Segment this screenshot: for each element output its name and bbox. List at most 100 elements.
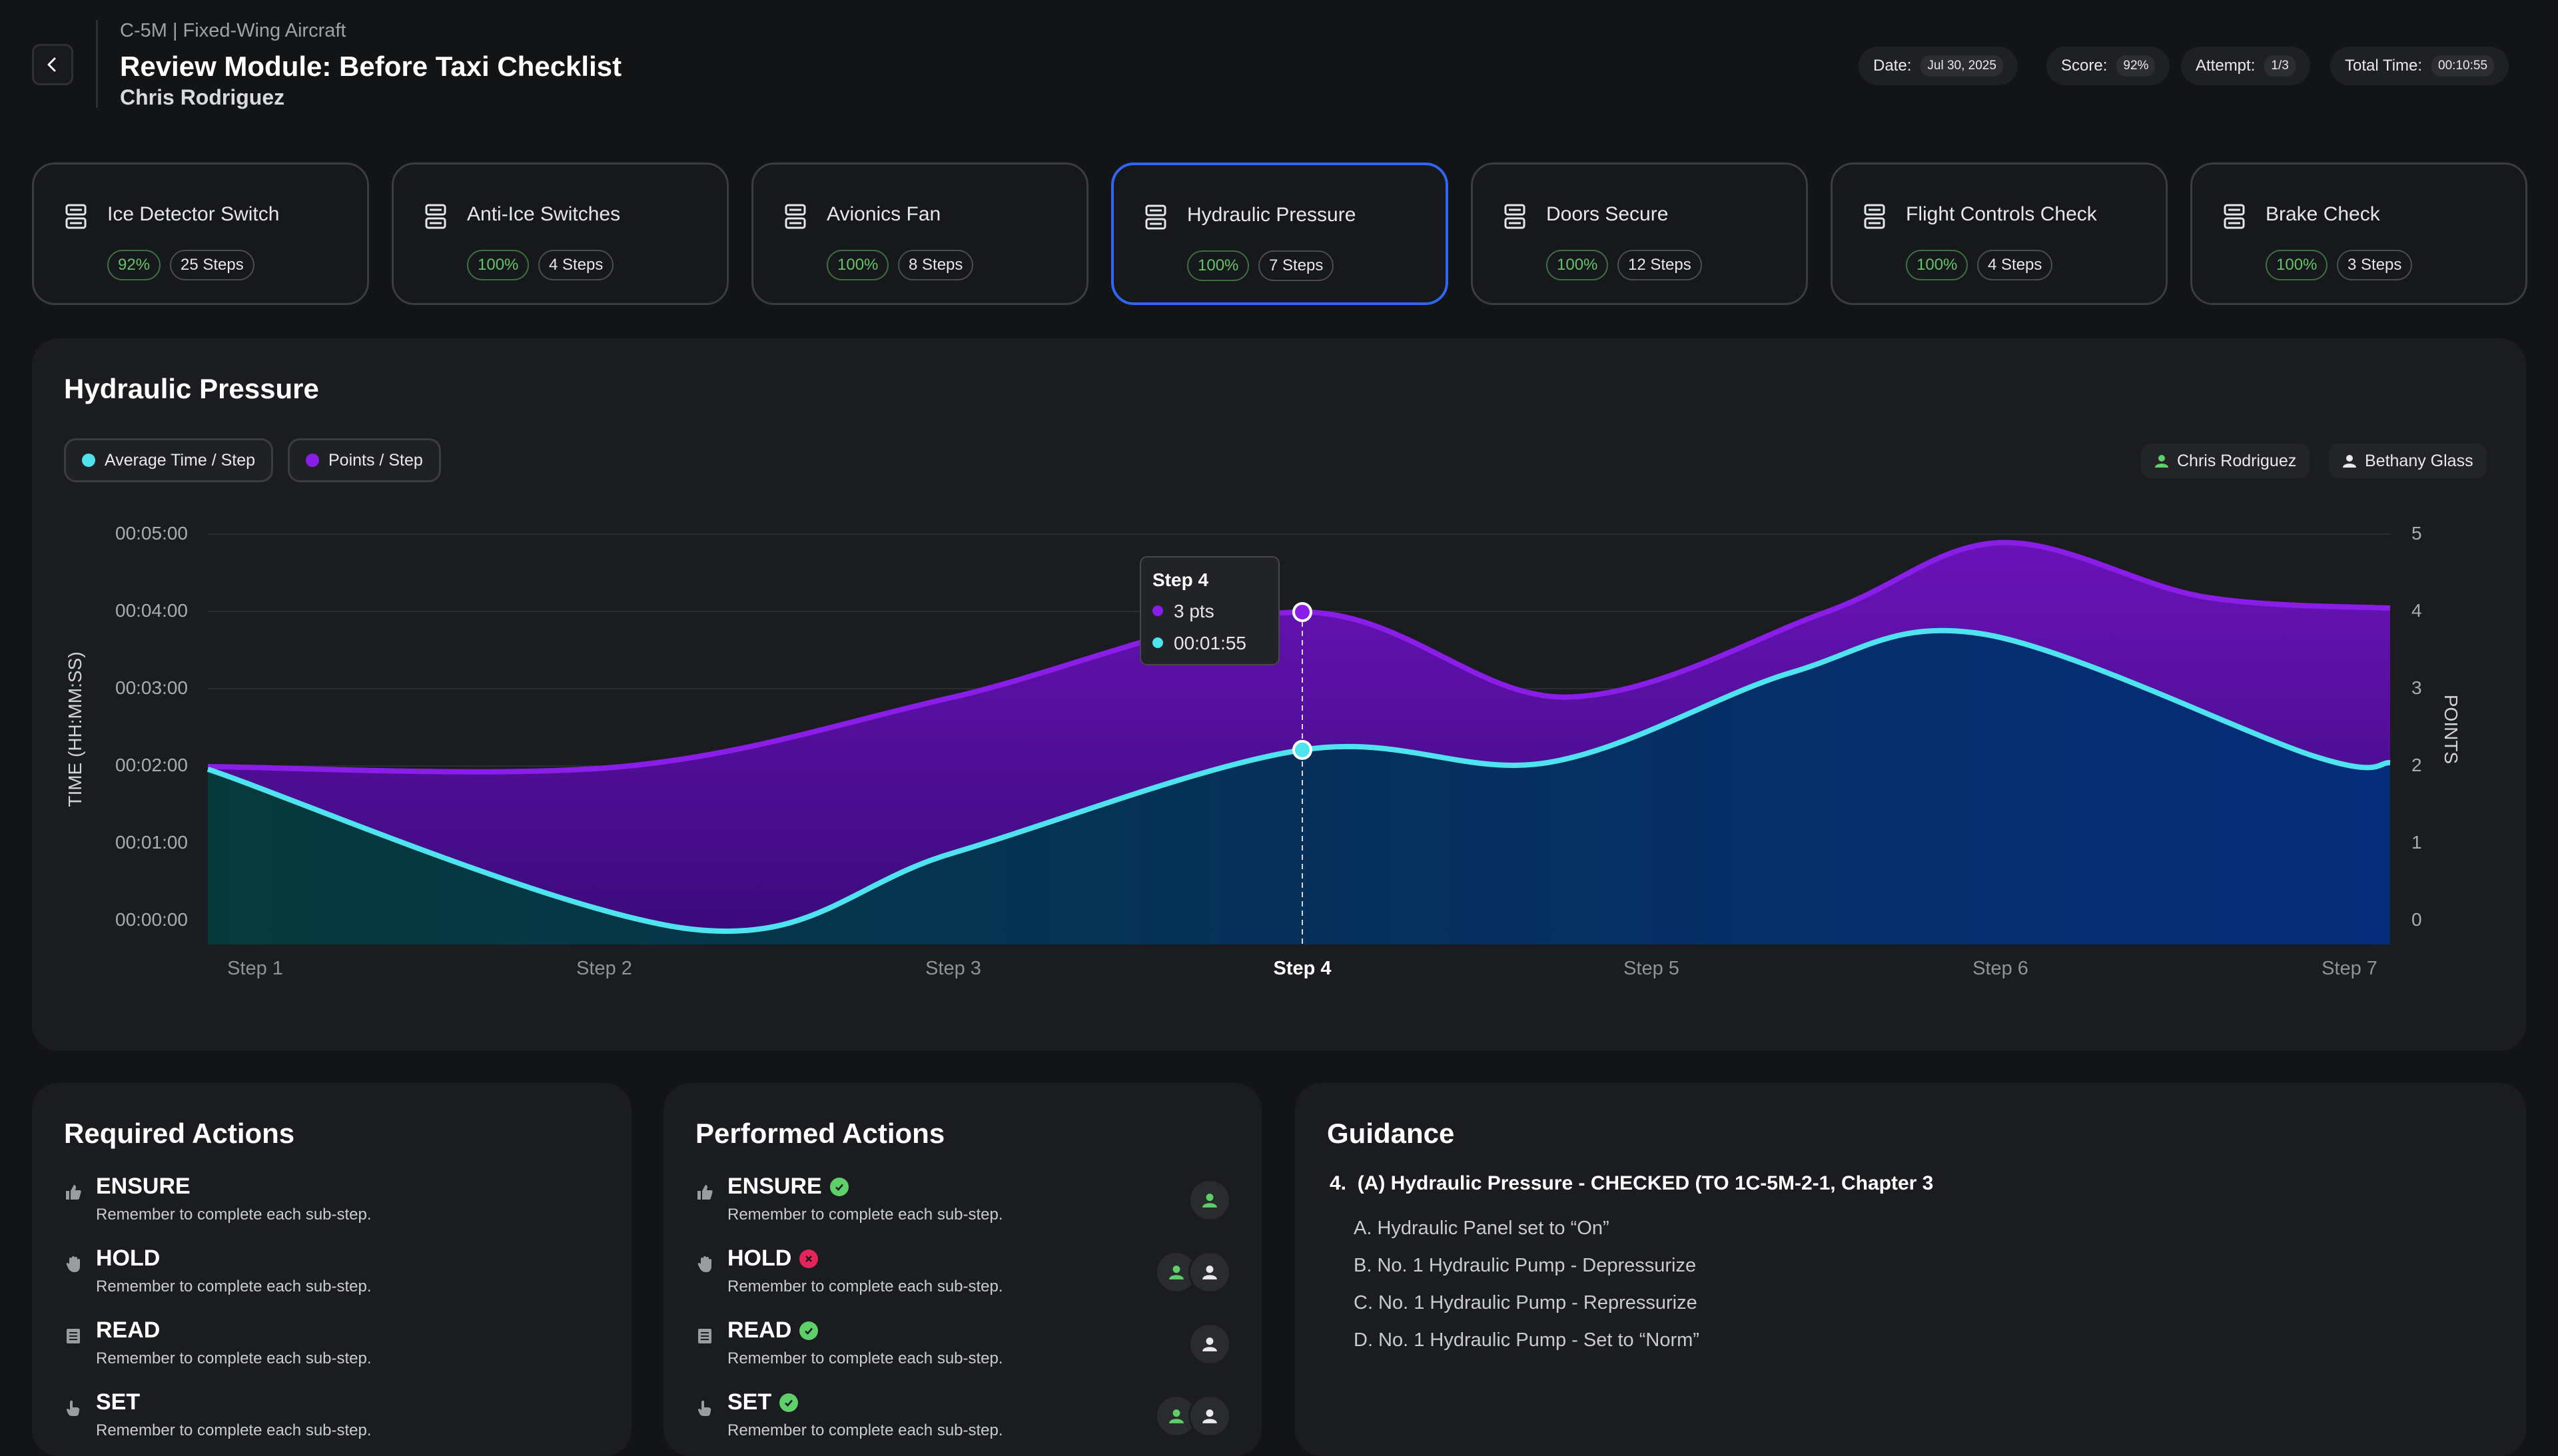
x-tick-label: Step 1 bbox=[227, 958, 283, 979]
check-icon bbox=[799, 1321, 819, 1340]
user-avatar-icon[interactable] bbox=[1155, 1395, 1198, 1437]
server-icon bbox=[2224, 204, 2245, 229]
server-icon bbox=[425, 204, 446, 229]
area-chart: 00:05:00 5 00:04:00 4 00:03:00 3 00:02:00 2 00:0… bbox=[65, 523, 2461, 979]
legend-dot bbox=[306, 454, 319, 467]
x-tick-label: Step 6 bbox=[1972, 958, 2028, 979]
tooltip-points: 3 pts bbox=[1174, 601, 1214, 621]
action-name-text: SET bbox=[96, 1389, 141, 1415]
performer-avatars bbox=[1188, 1323, 1231, 1365]
action-description: Remember to complete each sub-step. bbox=[96, 1277, 372, 1295]
module-icon bbox=[1503, 203, 1526, 233]
y-tick-left: 00:04:00 bbox=[115, 600, 188, 621]
x-tick-label: Step 7 bbox=[2322, 958, 2377, 979]
user-avatar-icon[interactable] bbox=[1188, 1323, 1231, 1365]
guidance-heading-text: (A) Hydraulic Pressure - CHECKED (TO 1C-… bbox=[1357, 1172, 1934, 1194]
required-action-ensure: ENSURE Remember to complete each sub-step… bbox=[64, 1174, 530, 1240]
module-percent-badge: 100% bbox=[467, 250, 530, 280]
chevron-left-icon bbox=[47, 57, 56, 72]
guidance-line: C. No. 1 Hydraulic Pump - Repressurize bbox=[1354, 1292, 1697, 1313]
performed-action-read: READ Remember to complete each sub-step. bbox=[695, 1317, 1228, 1384]
legend-dot bbox=[82, 454, 95, 467]
y-tick-right: 3 bbox=[2411, 677, 2422, 698]
hand-icon bbox=[64, 1255, 83, 1274]
required-action-read: READ Remember to complete each sub-step. bbox=[64, 1317, 530, 1384]
module-icon bbox=[784, 203, 807, 233]
guidance-heading: 4. (A) Hydraulic Pressure - CHECKED (TO … bbox=[1330, 1172, 1933, 1195]
back-button[interactable] bbox=[32, 44, 73, 85]
required-action-set: SET Remember to complete each sub-step. bbox=[64, 1389, 530, 1456]
y-tick-right: 4 bbox=[2411, 600, 2422, 621]
user-avatar-icon[interactable] bbox=[1188, 1395, 1231, 1437]
module-steps-badge: 12 Steps bbox=[1617, 250, 1702, 280]
action-name-text: SET bbox=[727, 1389, 772, 1415]
guidance-line: B. No. 1 Hydraulic Pump - Depressurize bbox=[1354, 1255, 1697, 1276]
required-actions-panel: Required Actions bbox=[32, 1083, 632, 1456]
check-icon bbox=[779, 1393, 799, 1412]
user-icon bbox=[2155, 455, 2168, 468]
action-name-text: HOLD bbox=[96, 1246, 161, 1271]
module-tab-avionics-fan[interactable]: Avionics Fan 100% 8 Steps bbox=[751, 163, 1088, 305]
module-tab-doors-secure[interactable]: Doors Secure 100% 12 Steps bbox=[1471, 163, 1808, 305]
stat-score: Score: 92% bbox=[2046, 47, 2170, 85]
stat-label: Attempt: bbox=[2196, 57, 2256, 75]
action-name-text: READ bbox=[96, 1317, 161, 1343]
thumbs-up-icon bbox=[64, 1183, 83, 1202]
required-action-hold: HOLD Remember to complete each sub-step. bbox=[64, 1246, 530, 1312]
module-tab-brake-check[interactable]: Brake Check 100% 3 Steps bbox=[2190, 163, 2527, 305]
action-name: ENSURE bbox=[727, 1174, 849, 1200]
module-steps-badge: 7 Steps bbox=[1258, 250, 1334, 281]
performer-avatars bbox=[1155, 1395, 1231, 1437]
user-filter-bethany-glass[interactable]: Bethany Glass bbox=[2329, 444, 2487, 478]
performed-action-hold: HOLD Remember to complete each sub-step. bbox=[695, 1246, 1228, 1312]
module-tab-anti-ice-switches[interactable]: Anti-Ice Switches 100% 4 Steps bbox=[392, 163, 729, 305]
y-tick-left: 00:02:00 bbox=[115, 755, 188, 775]
time-marker[interactable] bbox=[1292, 739, 1312, 760]
action-description: Remember to complete each sub-step. bbox=[727, 1349, 1003, 1367]
y-tick-right: 5 bbox=[2411, 523, 2422, 544]
chart-tooltip: Step 4 3 pts 00:01:55 bbox=[1140, 556, 1280, 665]
guidance-panel: Guidance bbox=[1295, 1083, 2526, 1456]
module-tab-ice-detector-switch[interactable]: Ice Detector Switch 92% 25 Steps bbox=[32, 163, 369, 305]
stat-label: Date: bbox=[1873, 57, 1912, 75]
module-percent-badge: 100% bbox=[1546, 250, 1609, 280]
action-description: Remember to complete each sub-step. bbox=[96, 1206, 372, 1224]
stat-value: 1/3 bbox=[2264, 55, 2296, 77]
user-filter-chris-rodriguez[interactable]: Chris Rodriguez bbox=[2141, 444, 2310, 478]
document-icon bbox=[64, 1327, 83, 1345]
time-line bbox=[207, 627, 2391, 934]
stat-value: 92% bbox=[2116, 55, 2156, 77]
stat-attempt: Attempt: 1/3 bbox=[2181, 47, 2310, 85]
action-description: Remember to complete each sub-step. bbox=[727, 1206, 1003, 1224]
module-tab-hydraulic-pressure[interactable]: Hydraulic Pressure 100% 7 Steps bbox=[1111, 163, 1448, 305]
x-tick-label: Step 3 bbox=[925, 958, 981, 979]
action-description: Remember to complete each sub-step. bbox=[96, 1349, 372, 1367]
time-area bbox=[208, 630, 2390, 944]
y-tick-left: 00:05:00 bbox=[115, 523, 188, 544]
y-tick-left: 00:00:00 bbox=[115, 909, 188, 930]
user-name: Chris Rodriguez bbox=[2177, 451, 2297, 470]
y-tick-right: 1 bbox=[2411, 832, 2422, 853]
x-tick-label: Step 5 bbox=[1623, 958, 1679, 979]
points-line bbox=[207, 540, 2391, 775]
legend-points[interactable]: Points / Step bbox=[288, 438, 441, 482]
document-icon bbox=[695, 1327, 714, 1345]
user-avatar-icon[interactable] bbox=[1155, 1251, 1198, 1293]
server-icon bbox=[1145, 204, 1166, 230]
performed-action-set: SET Remember to complete each sub-step. bbox=[695, 1389, 1228, 1456]
module-tab-flight-controls-check[interactable]: Flight Controls Check 100% 4 Steps bbox=[1831, 163, 2168, 305]
stat-value: Jul 30, 2025 bbox=[1920, 55, 2003, 77]
module-name: Ice Detector Switch bbox=[107, 203, 280, 225]
module-icon bbox=[1144, 204, 1167, 234]
pointer-icon bbox=[64, 1399, 83, 1417]
user-avatar-icon[interactable] bbox=[1188, 1251, 1231, 1293]
legend-average-time[interactable]: Average Time / Step bbox=[64, 438, 274, 482]
user-avatar-icon[interactable] bbox=[1188, 1179, 1231, 1222]
hand-icon bbox=[695, 1255, 714, 1274]
action-name: HOLD bbox=[727, 1246, 819, 1272]
panel-title: Performed Actions bbox=[695, 1118, 945, 1149]
server-icon bbox=[65, 204, 87, 229]
points-marker[interactable] bbox=[1292, 602, 1312, 622]
action-name-text: ENSURE bbox=[96, 1174, 191, 1199]
stat-label: Score: bbox=[2061, 57, 2108, 75]
